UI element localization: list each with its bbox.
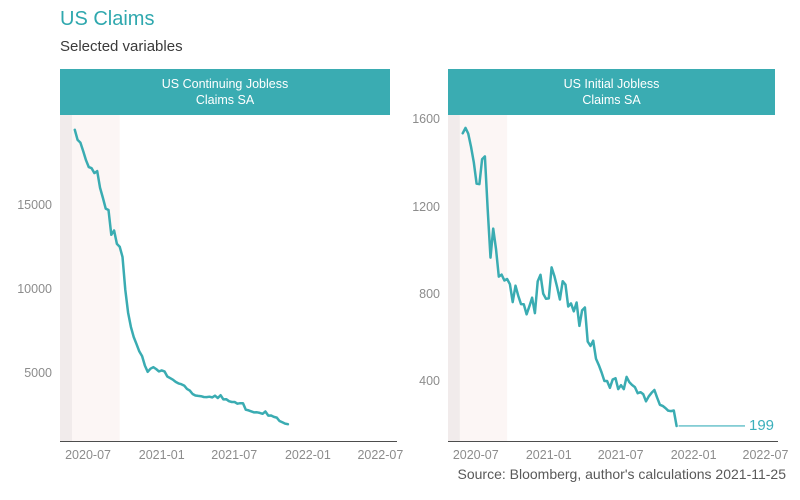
data-line: [73, 128, 290, 426]
y-tick-label: 800: [419, 286, 440, 301]
page-title: US Claims: [60, 8, 155, 30]
y-tick-label: 10000: [17, 282, 52, 297]
panel-strip-continuing-claims-line1: US Continuing Jobless: [161, 77, 289, 91]
last-value-label: 199: [749, 416, 775, 434]
shaded-band: [60, 115, 73, 441]
y-tick-label: 15000: [17, 197, 52, 212]
source-note: Source: Bloomberg, author's calculations…: [457, 466, 787, 482]
y-tick-label: 400: [419, 374, 440, 389]
chart-subtitle: Selected variables: [60, 38, 183, 55]
panel-strip-initial-claims-line2: Claims SA: [582, 93, 641, 107]
y-tick-label: 5000: [24, 366, 52, 381]
y-tick-label: 1600: [412, 112, 440, 127]
panel-strip-continuing-claims: US Continuing Jobless Claims SA: [60, 69, 390, 115]
x-tick-label: 2020-07: [452, 448, 499, 462]
shaded-band: [448, 115, 460, 441]
x-tick-label: 2021-07: [597, 448, 644, 462]
x-tick-label: 2022-07: [357, 448, 404, 462]
data-line: [461, 126, 678, 428]
x-tick-label: 2021-01: [525, 448, 572, 462]
x-tick-label: 2020-07: [65, 448, 111, 462]
y-tick-label: 1200: [412, 199, 440, 214]
x-tick-label: 2022-01: [670, 448, 717, 462]
shaded-band: [72, 115, 120, 441]
continuing-claims-line-chart: [60, 115, 290, 441]
x-axis-line-left: [60, 441, 397, 442]
initial-claims-line-chart: [448, 115, 745, 441]
panel-strip-initial-claims: US Initial Jobless Claims SA: [448, 69, 775, 115]
x-axis-line-right: [448, 441, 778, 442]
x-tick-label: 2022-01: [284, 448, 331, 462]
shaded-band: [459, 115, 508, 441]
panel-strip-initial-claims-line1: US Initial Jobless: [563, 77, 660, 91]
x-tick-label: 2021-07: [211, 448, 258, 462]
panel-strip-continuing-claims-line2: Claims SA: [195, 93, 255, 107]
x-tick-label: 2021-01: [138, 448, 185, 462]
x-tick-label: 2022-07: [742, 448, 789, 462]
